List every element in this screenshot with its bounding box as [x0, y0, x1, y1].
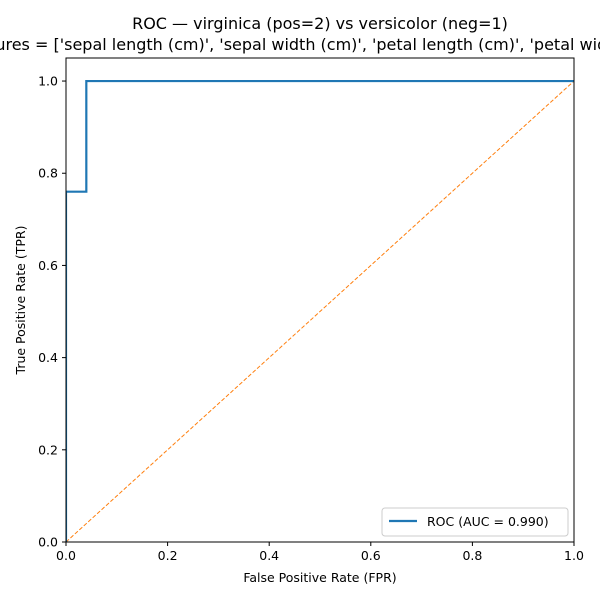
y-tick-label: 0.4	[38, 350, 58, 365]
x-tick-label: 1.0	[564, 548, 584, 563]
y-tick-label: 1.0	[38, 74, 58, 89]
x-tick-label: 0.6	[361, 548, 381, 563]
plot-frame	[65, 57, 575, 543]
legend: ROC (AUC = 0.990)	[381, 507, 569, 537]
series-layer	[66, 79, 574, 542]
chance-diagonal-line	[66, 80, 574, 542]
x-axis-label: False Positive Rate (FPR)	[243, 570, 396, 585]
x-tick-label: 0.8	[462, 548, 482, 563]
chart-title: ROC — virginica (pos=2) vs versicolor (n…	[132, 14, 508, 33]
y-tick-label: 0.6	[38, 258, 58, 273]
roc-curve-line	[66, 79, 574, 542]
y-axis-label: True Positive Rate (TPR)	[13, 226, 28, 376]
x-tick-label: 0.4	[259, 548, 279, 563]
legend-label-roc: ROC (AUC = 0.990)	[427, 514, 549, 529]
chart-subtitle: features = ['sepal length (cm)', 'sepal …	[0, 35, 600, 54]
y-tick-label: 0.2	[38, 442, 58, 457]
x-tick-label: 0.0	[56, 548, 76, 563]
y-tick-label: 0.0	[38, 535, 58, 550]
plot-area	[66, 58, 574, 542]
y-tick-label: 0.8	[38, 166, 58, 181]
legend-box	[381, 507, 569, 537]
x-tick-label: 0.2	[158, 548, 178, 563]
ticks-layer: 0.0 0.2 0.4 0.6 0.8 1.0 0.0 0.2 0.4 0.6 0.8 1.0	[38, 74, 584, 563]
